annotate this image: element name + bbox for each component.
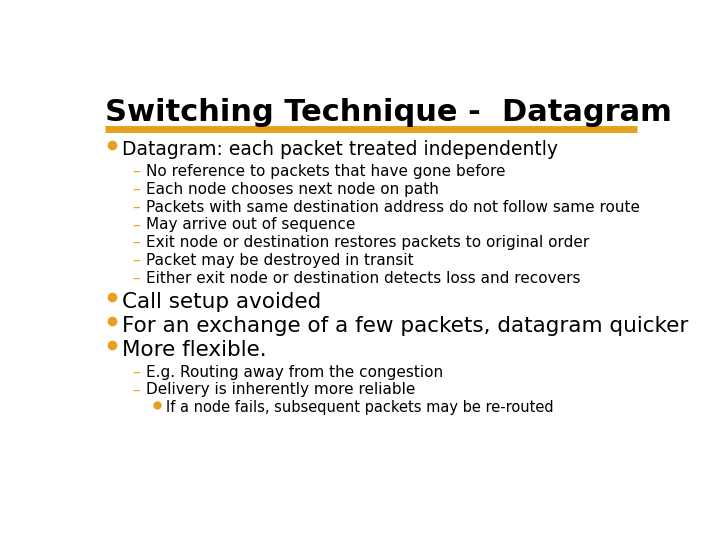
Text: –: – (132, 253, 140, 268)
Text: –: – (132, 235, 140, 250)
Text: Delivery is inherently more reliable: Delivery is inherently more reliable (145, 382, 415, 397)
Text: Packet may be destroyed in transit: Packet may be destroyed in transit (145, 253, 413, 268)
Text: –: – (132, 181, 140, 197)
Text: –: – (132, 364, 140, 380)
Text: –: – (132, 382, 140, 397)
Text: May arrive out of sequence: May arrive out of sequence (145, 218, 355, 232)
Text: Call setup avoided: Call setup avoided (122, 292, 321, 312)
Text: E.g. Routing away from the congestion: E.g. Routing away from the congestion (145, 364, 443, 380)
Text: –: – (132, 164, 140, 179)
Text: Packets with same destination address do not follow same route: Packets with same destination address do… (145, 199, 640, 214)
Text: Either exit node or destination detects loss and recovers: Either exit node or destination detects … (145, 271, 580, 286)
Text: Each node chooses next node on path: Each node chooses next node on path (145, 181, 438, 197)
Text: –: – (132, 271, 140, 286)
Text: No reference to packets that have gone before: No reference to packets that have gone b… (145, 164, 505, 179)
Text: –: – (132, 218, 140, 232)
Text: –: – (132, 199, 140, 214)
Text: If a node fails, subsequent packets may be re-routed: If a node fails, subsequent packets may … (166, 400, 554, 415)
Text: For an exchange of a few packets, datagram quicker: For an exchange of a few packets, datagr… (122, 316, 688, 336)
Text: Exit node or destination restores packets to original order: Exit node or destination restores packet… (145, 235, 589, 250)
Text: More flexible.: More flexible. (122, 341, 266, 361)
Text: Datagram: each packet treated independently: Datagram: each packet treated independen… (122, 140, 558, 159)
Text: Switching Technique -  Datagram: Switching Technique - Datagram (105, 98, 672, 127)
